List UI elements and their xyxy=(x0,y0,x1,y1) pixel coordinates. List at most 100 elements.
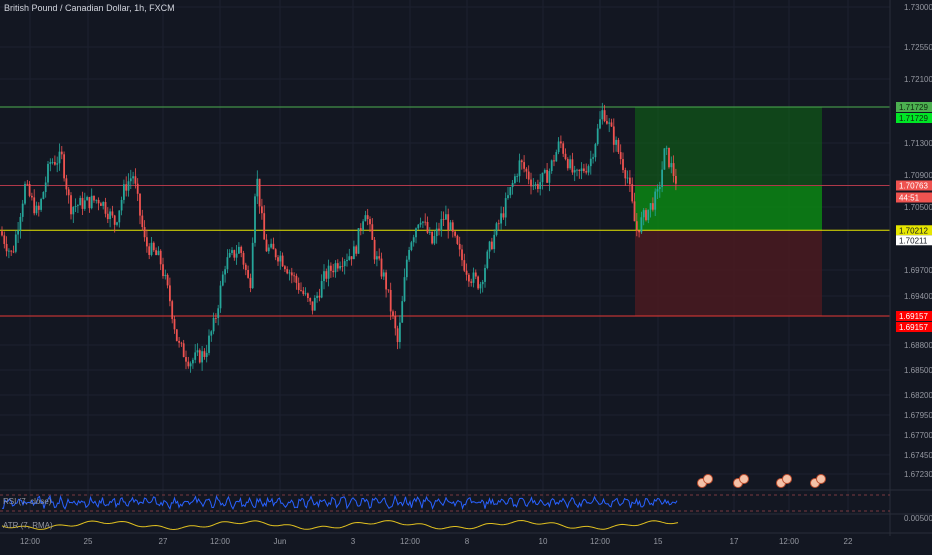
candle xyxy=(520,159,523,170)
candle xyxy=(534,181,537,190)
candle xyxy=(576,168,578,177)
y-tick-label: 1.73000 xyxy=(904,3,932,12)
candle-body xyxy=(518,160,521,177)
y-tick-label: 1.70500 xyxy=(904,203,932,212)
candle xyxy=(60,146,63,160)
candle-body xyxy=(675,175,677,184)
candle-body xyxy=(392,311,394,316)
candle-body xyxy=(502,213,505,218)
candle-body xyxy=(136,183,139,194)
candle-body xyxy=(60,151,63,155)
candle xyxy=(438,222,440,236)
stop-label-bg xyxy=(896,311,932,321)
candle-body xyxy=(5,243,8,252)
candle-body xyxy=(24,183,26,204)
candle xyxy=(24,181,26,206)
candle-body xyxy=(640,217,643,233)
y-tick-label: 1.68200 xyxy=(904,391,932,400)
candle-body xyxy=(619,152,622,160)
candle xyxy=(670,156,673,174)
candle-body xyxy=(606,121,608,124)
candle-body xyxy=(173,319,176,330)
candle xyxy=(120,196,123,216)
y-tick-label: 1.72100 xyxy=(904,75,932,84)
candle xyxy=(548,168,551,192)
candle xyxy=(129,169,132,190)
candle-body xyxy=(486,251,489,269)
candle-body xyxy=(300,290,302,291)
candle xyxy=(638,230,640,238)
candle xyxy=(468,272,470,287)
candle xyxy=(141,209,144,231)
candle xyxy=(12,245,15,254)
countdown-label: 44:51 xyxy=(899,193,920,202)
candle xyxy=(353,240,355,260)
candle xyxy=(320,274,323,299)
candle-body xyxy=(150,242,153,255)
candle xyxy=(500,206,502,230)
candle-body xyxy=(279,255,282,262)
candle-body xyxy=(663,148,666,170)
candle xyxy=(261,198,263,220)
candle-body xyxy=(622,159,624,170)
candle xyxy=(417,224,420,230)
candle xyxy=(424,213,427,226)
candle-body xyxy=(88,197,91,209)
candle-body xyxy=(162,264,164,277)
candle-body xyxy=(258,178,261,207)
y-tick-label: 1.69400 xyxy=(904,292,932,301)
candle-body xyxy=(378,256,381,259)
candle-body xyxy=(474,272,477,277)
candle xyxy=(415,227,417,244)
candle xyxy=(603,104,606,123)
y-tick-label: 1.68500 xyxy=(904,366,932,375)
candle-body xyxy=(399,322,401,343)
candle xyxy=(546,163,548,183)
candle-body xyxy=(649,203,652,210)
candle xyxy=(587,164,590,176)
candle-body xyxy=(74,206,77,207)
candle xyxy=(486,249,489,270)
candle xyxy=(256,170,259,205)
candle-body xyxy=(638,230,640,233)
candle xyxy=(189,361,192,373)
candle xyxy=(571,152,574,175)
candle-body xyxy=(129,178,132,182)
candle xyxy=(215,313,217,324)
x-tick-label: 22 xyxy=(844,537,853,546)
candle-body xyxy=(254,196,256,243)
candle xyxy=(56,156,59,173)
candle-body xyxy=(617,139,620,153)
candle-body xyxy=(79,197,82,206)
candle xyxy=(599,111,601,130)
candle xyxy=(8,248,10,259)
candle-body xyxy=(629,177,631,185)
candle xyxy=(178,336,180,348)
candle-body xyxy=(385,272,387,290)
candle-body xyxy=(1,231,3,236)
candle xyxy=(17,221,19,244)
candle-body xyxy=(376,256,378,260)
candle-body xyxy=(290,272,293,276)
candle xyxy=(654,188,657,217)
candle xyxy=(583,163,585,174)
candle xyxy=(281,252,284,267)
candle-body xyxy=(81,197,84,209)
candle-body xyxy=(608,122,611,124)
candle-body xyxy=(28,184,31,196)
candle xyxy=(330,262,332,278)
candle xyxy=(127,173,130,197)
candle-body xyxy=(371,224,374,240)
candle-body xyxy=(647,209,650,221)
candle-body xyxy=(509,187,512,196)
candle-body xyxy=(242,252,245,265)
rsi-label: RSI (7, close) xyxy=(3,497,52,506)
candle xyxy=(339,261,341,271)
candle xyxy=(10,250,13,256)
candle xyxy=(97,197,100,211)
candle-body xyxy=(44,182,47,193)
y-tick-label: 1.67950 xyxy=(904,411,932,420)
candle xyxy=(348,248,351,261)
